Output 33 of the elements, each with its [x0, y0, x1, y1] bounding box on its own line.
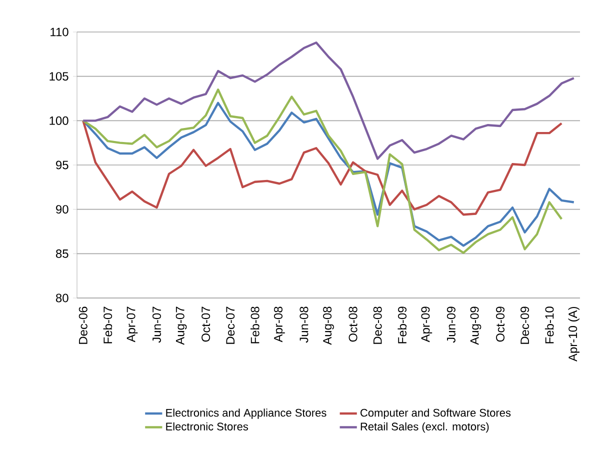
y-tick-label: 110 [50, 28, 68, 36]
x-tick-label: Aug-07 [176, 306, 187, 345]
x-tick-label: Apr-10 (A) [568, 306, 580, 362]
x-tick-label: Oct-08 [348, 306, 358, 342]
x-tick-label: Dec-07 [226, 306, 235, 344]
x-tick-label: Feb-07 [103, 306, 112, 344]
x-tick-label: Oct-09 [496, 306, 505, 342]
x-tick-label: Feb-10 [544, 306, 554, 344]
x-tick-label: Apr-08 [274, 306, 285, 342]
x-tick-label: Dec-08 [373, 306, 382, 344]
line-series [82, 120, 563, 216]
x-tick-label: Aug-08 [323, 306, 334, 345]
y-tick-label: 80 [56, 294, 68, 302]
x-tick-label: Aug-09 [470, 306, 482, 345]
x-tick-label: Jun-09 [446, 306, 456, 343]
y-tick-label: 95 [56, 160, 68, 170]
y-tick-label: 85 [56, 249, 68, 258]
legend-label: Computer and Software Stores [360, 408, 511, 419]
legend-label: Electronic Stores [166, 422, 248, 430]
x-tick-label: Feb-08 [250, 306, 260, 344]
x-tick-label: Dec-06 [78, 306, 88, 344]
x-tick-label: Dec-09 [520, 306, 530, 344]
x-tick-label: Feb-09 [398, 306, 407, 344]
x-tick-label: Apr-07 [126, 306, 138, 342]
x-tick-label: Jun-07 [152, 306, 161, 343]
y-tick-label: 90 [56, 205, 68, 214]
x-tick-label: Oct-07 [202, 306, 210, 342]
x-tick-label: Apr-09 [421, 306, 432, 342]
y-tick-label: 100 [50, 116, 68, 125]
x-tick-label: Jun-08 [300, 306, 308, 343]
legend-label: Retail Sales (excl. motors) [360, 422, 489, 433]
y-tick-label: 105 [50, 72, 68, 81]
legend-label: Electronics and Appliance Stores [166, 408, 326, 419]
